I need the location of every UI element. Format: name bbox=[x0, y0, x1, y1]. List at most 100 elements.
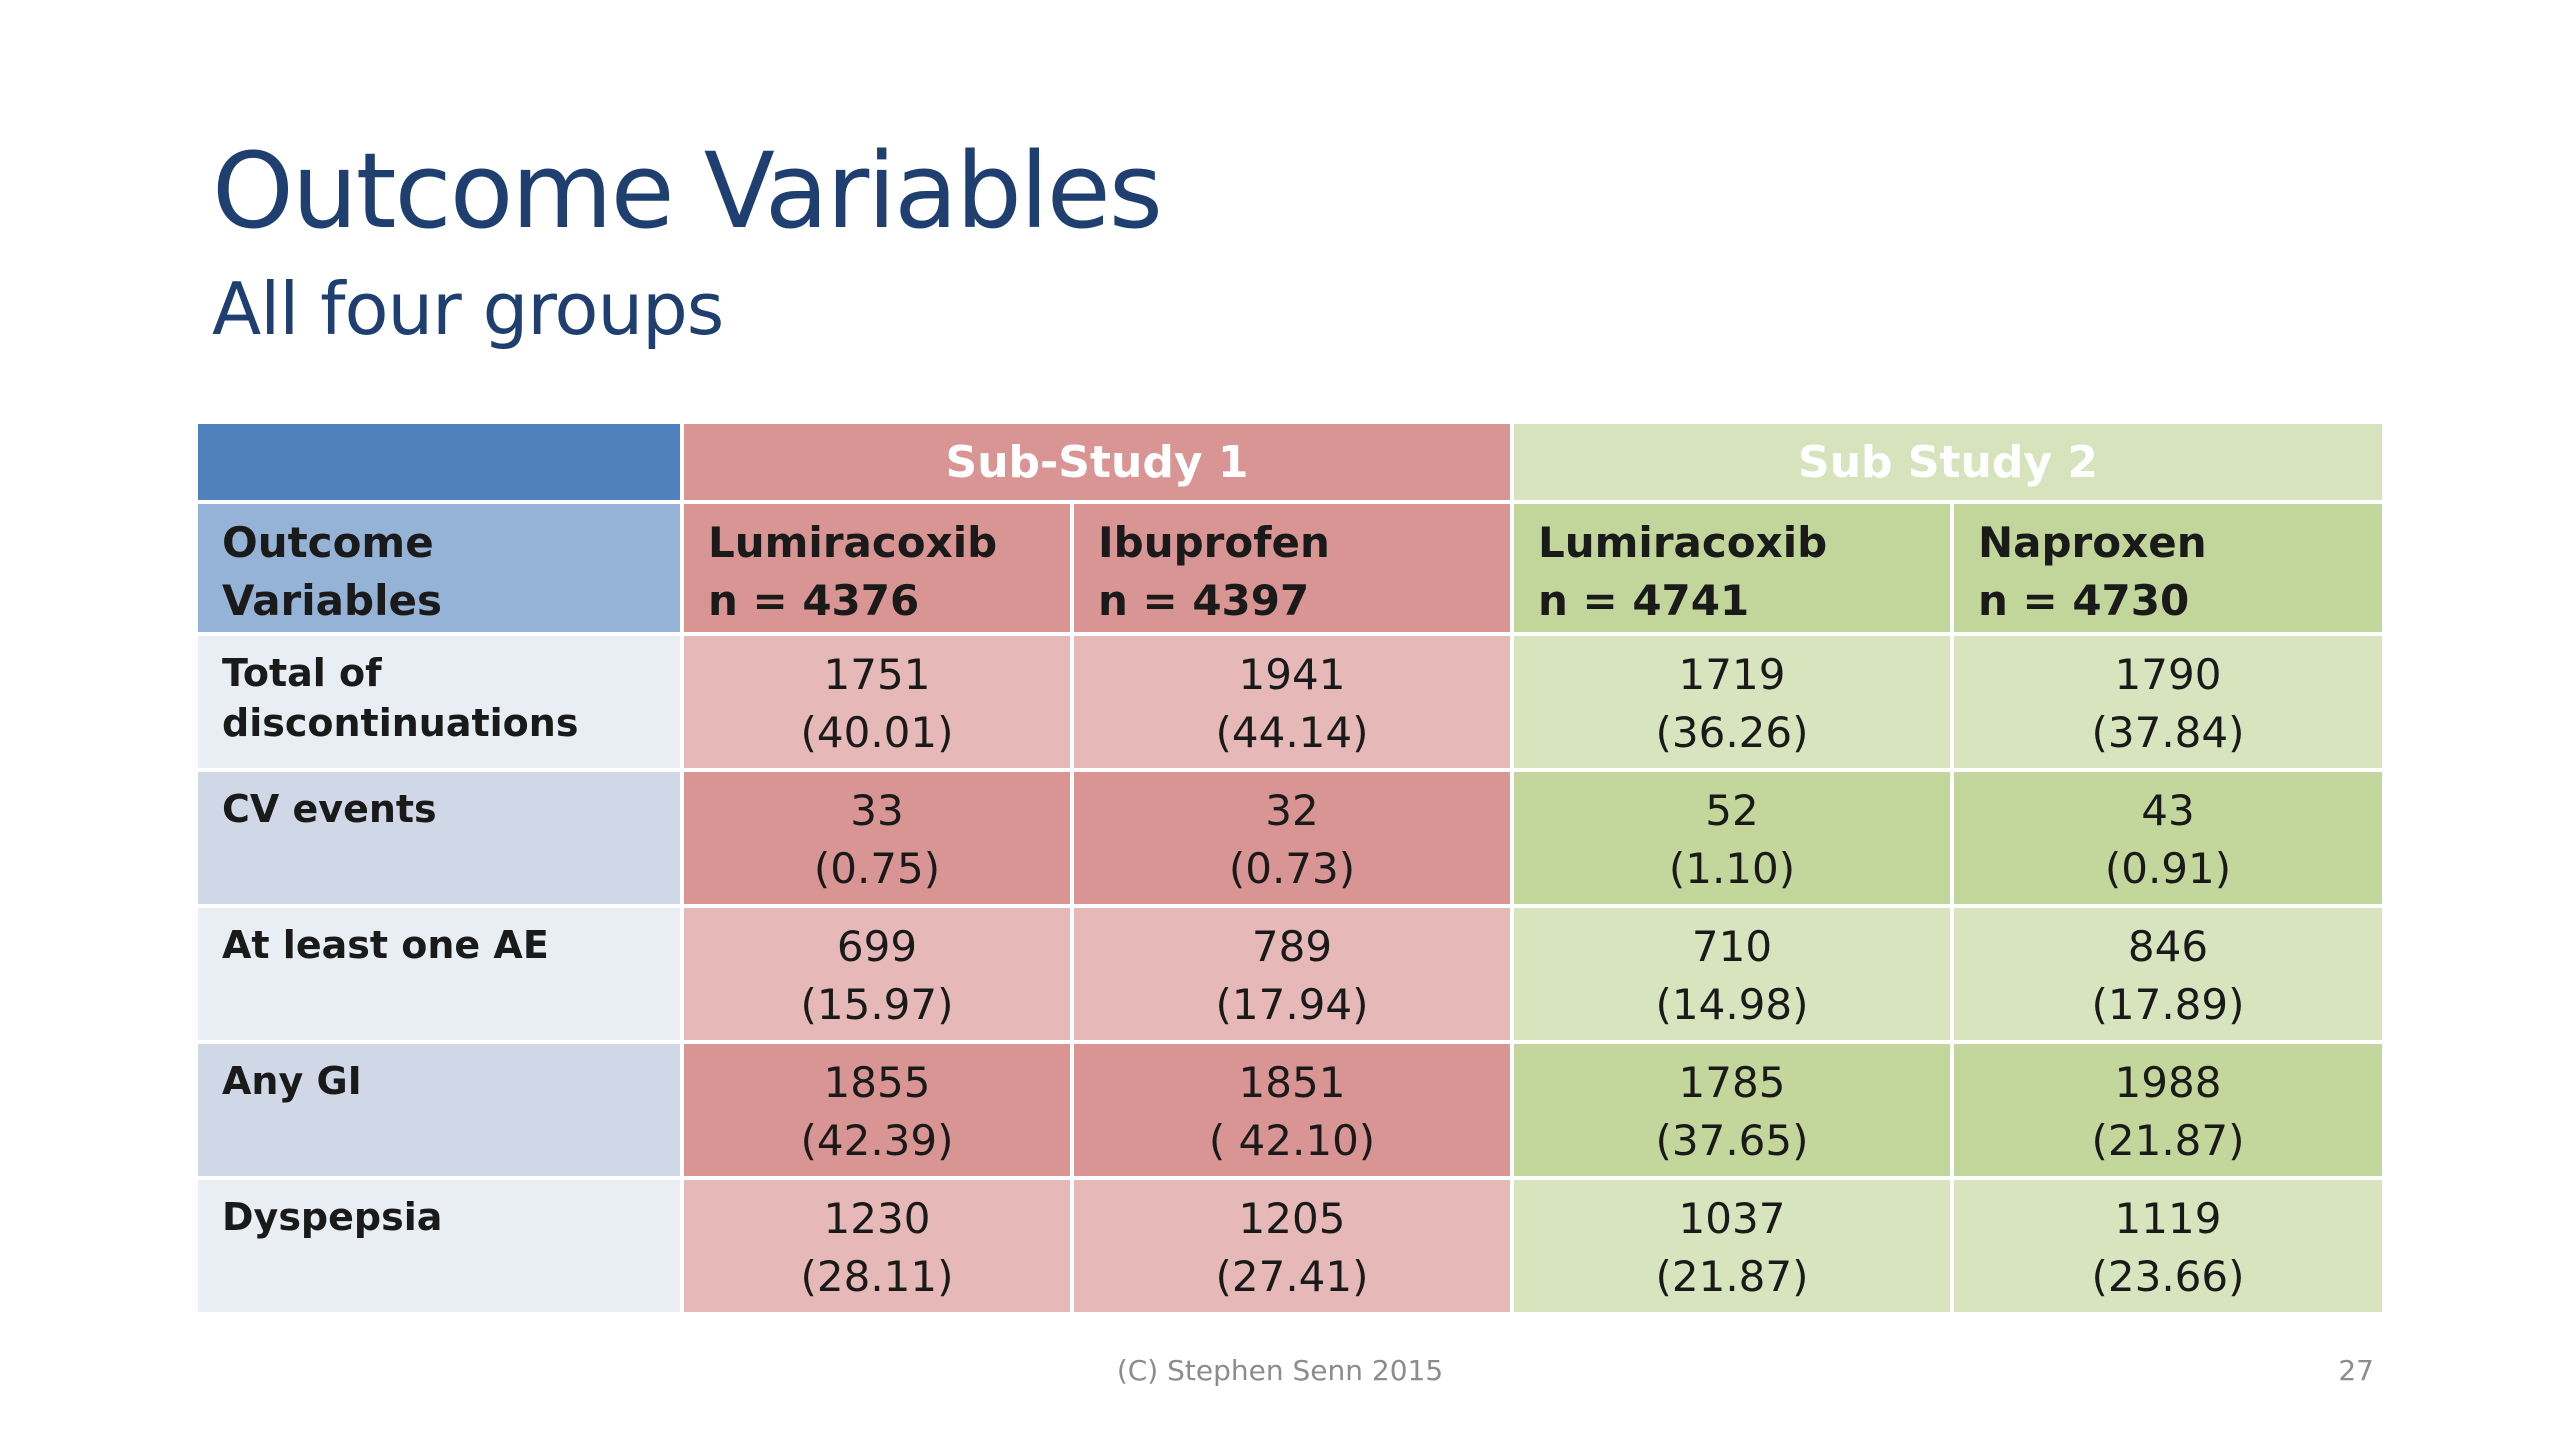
table-cell: 1751 (40.01) bbox=[680, 632, 1074, 772]
cell-count: 1790 bbox=[2114, 650, 2222, 699]
row-label-line1: At least one AE bbox=[222, 923, 549, 967]
cell-count: 1785 bbox=[1678, 1058, 1786, 1107]
row-label-line1: CV events bbox=[222, 787, 437, 831]
cell-percent: (1.10) bbox=[1668, 844, 1796, 893]
table-cell: 43 (0.91) bbox=[1950, 768, 2386, 908]
table-row: At least one AE 699 (15.97) 789 (17.94) 71… bbox=[194, 904, 2386, 1044]
row-label-line2: discontinuations bbox=[222, 701, 579, 745]
cell-count: 1851 bbox=[1238, 1058, 1346, 1107]
table-cell: 1785 (37.65) bbox=[1510, 1040, 1954, 1180]
table-cell: 710 (14.98) bbox=[1510, 904, 1954, 1044]
cell-percent: (23.66) bbox=[2091, 1252, 2245, 1301]
table-cell: 33 (0.75) bbox=[680, 768, 1074, 908]
row-label: Any GI bbox=[194, 1040, 684, 1180]
header-col-2: Ibuprofen n = 4397 bbox=[1070, 500, 1514, 636]
header-label-line2: Variables bbox=[222, 576, 442, 625]
table-cell: 1790 (37.84) bbox=[1950, 632, 2386, 772]
cell-percent: (28.11) bbox=[800, 1252, 954, 1301]
header-sample-size: n = 4730 bbox=[1978, 576, 2190, 625]
header-sample-size: n = 4376 bbox=[708, 576, 920, 625]
table-cell: 1205 (27.41) bbox=[1070, 1176, 1514, 1316]
slide-title: Outcome Variables bbox=[212, 130, 1163, 252]
cell-percent: (42.39) bbox=[800, 1116, 954, 1165]
group-header-sub-study-1: Sub-Study 1 bbox=[680, 420, 1514, 504]
cell-count: 789 bbox=[1251, 922, 1333, 971]
row-label: At least one AE bbox=[194, 904, 684, 1044]
header-drug-name: Lumiracoxib bbox=[1538, 518, 1828, 567]
cell-percent: (40.01) bbox=[800, 708, 954, 757]
table-cell: 846 (17.89) bbox=[1950, 904, 2386, 1044]
table-row: Dyspepsia 1230 (28.11) 1205 (27.41) 1037 (2… bbox=[194, 1176, 2386, 1316]
table-row: Total of discontinuations 1751 (40.01) 19… bbox=[194, 632, 2386, 772]
cell-count: 1719 bbox=[1678, 650, 1786, 699]
cell-percent: (37.84) bbox=[2091, 708, 2245, 757]
cell-percent: (15.97) bbox=[800, 980, 954, 1029]
header-drug-name: Lumiracoxib bbox=[708, 518, 998, 567]
table-cell: 1941 (44.14) bbox=[1070, 632, 1514, 772]
cell-percent: (37.65) bbox=[1655, 1116, 1809, 1165]
header-sample-size: n = 4397 bbox=[1098, 576, 1310, 625]
group-header-sub-study-2: Sub Study 2 bbox=[1510, 420, 2386, 504]
cell-percent: (21.87) bbox=[2091, 1116, 2245, 1165]
cell-count: 52 bbox=[1705, 786, 1759, 835]
table-cell: 1851 ( 42.10) bbox=[1070, 1040, 1514, 1180]
cell-count: 1119 bbox=[2114, 1194, 2222, 1243]
header-drug-name: Ibuprofen bbox=[1098, 518, 1330, 567]
cell-count: 1855 bbox=[823, 1058, 931, 1107]
outcome-table: Sub-Study 1 Sub Study 2 Outcome Variable… bbox=[194, 420, 2386, 1316]
cell-count: 32 bbox=[1265, 786, 1319, 835]
table-cell: 1119 (23.66) bbox=[1950, 1176, 2386, 1316]
header-col-1: Lumiracoxib n = 4376 bbox=[680, 500, 1074, 636]
table-cell: 789 (17.94) bbox=[1070, 904, 1514, 1044]
table-cell: 1230 (28.11) bbox=[680, 1176, 1074, 1316]
slide-subtitle: All four groups bbox=[212, 267, 724, 351]
cell-count: 43 bbox=[2141, 786, 2195, 835]
cell-count: 846 bbox=[2127, 922, 2209, 971]
cell-percent: (0.75) bbox=[813, 844, 941, 893]
page-number: 27 bbox=[2338, 1354, 2374, 1387]
row-label: CV events bbox=[194, 768, 684, 908]
table-row: CV events 33 (0.75) 32 (0.73) 52 (1.10) 43 (… bbox=[194, 768, 2386, 908]
cell-count: 710 bbox=[1691, 922, 1773, 971]
header-outcome-variables: Outcome Variables bbox=[194, 500, 684, 636]
cell-percent: ( 42.10) bbox=[1208, 1116, 1376, 1165]
header-col-4: Naproxen n = 4730 bbox=[1950, 500, 2386, 636]
cell-percent: (14.98) bbox=[1655, 980, 1809, 1029]
cell-percent: (36.26) bbox=[1655, 708, 1809, 757]
cell-count: 1037 bbox=[1678, 1194, 1786, 1243]
column-header-row: Outcome Variables Lumiracoxib n = 4376 I… bbox=[194, 500, 2386, 636]
cell-count: 1988 bbox=[2114, 1058, 2222, 1107]
table-cell: 32 (0.73) bbox=[1070, 768, 1514, 908]
row-label-line1: Total of bbox=[222, 651, 382, 695]
header-drug-name: Naproxen bbox=[1978, 518, 2207, 567]
cell-percent: (0.73) bbox=[1228, 844, 1356, 893]
cell-percent: (0.91) bbox=[2104, 844, 2232, 893]
cell-percent: (27.41) bbox=[1215, 1252, 1369, 1301]
cell-count: 1751 bbox=[823, 650, 931, 699]
row-label: Total of discontinuations bbox=[194, 632, 684, 772]
table-cell: 1855 (42.39) bbox=[680, 1040, 1074, 1180]
corner-cell bbox=[194, 420, 684, 504]
slide-footer: (C) Stephen Senn 2015 bbox=[1116, 1354, 1444, 1387]
header-sample-size: n = 4741 bbox=[1538, 576, 1750, 625]
table-row: Any GI 1855 (42.39) 1851 ( 42.10) 1785 (37.… bbox=[194, 1040, 2386, 1180]
cell-percent: (44.14) bbox=[1215, 708, 1369, 757]
cell-percent: (21.87) bbox=[1655, 1252, 1809, 1301]
table-cell: 52 (1.10) bbox=[1510, 768, 1954, 908]
cell-percent: (17.94) bbox=[1215, 980, 1369, 1029]
cell-count: 33 bbox=[850, 786, 904, 835]
row-label-line1: Any GI bbox=[222, 1059, 362, 1103]
table-cell: 699 (15.97) bbox=[680, 904, 1074, 1044]
header-label-line1: Outcome bbox=[222, 518, 434, 567]
row-label-line1: Dyspepsia bbox=[222, 1195, 443, 1239]
group-header-row: Sub-Study 1 Sub Study 2 bbox=[194, 420, 2386, 504]
table-cell: 1037 (21.87) bbox=[1510, 1176, 1954, 1316]
cell-count: 1205 bbox=[1238, 1194, 1346, 1243]
cell-percent: (17.89) bbox=[2091, 980, 2245, 1029]
cell-count: 1230 bbox=[823, 1194, 931, 1243]
row-label: Dyspepsia bbox=[194, 1176, 684, 1316]
cell-count: 1941 bbox=[1238, 650, 1346, 699]
table-cell: 1719 (36.26) bbox=[1510, 632, 1954, 772]
cell-count: 699 bbox=[836, 922, 918, 971]
table-cell: 1988 (21.87) bbox=[1950, 1040, 2386, 1180]
